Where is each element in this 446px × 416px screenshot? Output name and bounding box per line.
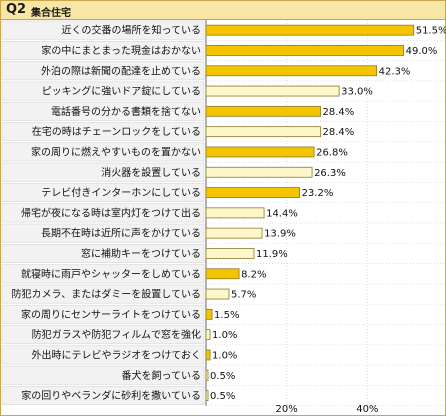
bar (205, 329, 211, 341)
label-cell-bg (1, 122, 205, 142)
label-cell-bg (1, 365, 205, 385)
data-label: 28.4% (323, 127, 355, 138)
category-label: テレビ付きインターホンにしている (41, 186, 201, 199)
label-cell-bg (1, 61, 205, 81)
label-cell-bg (1, 40, 205, 60)
label-cell-bg (1, 142, 205, 162)
bar (205, 369, 209, 381)
data-label: 8.2% (241, 269, 266, 280)
data-label: 1.5% (214, 310, 239, 321)
data-label: 5.7% (231, 290, 256, 301)
bar (205, 166, 313, 178)
category-label: 消火器を設置している (101, 166, 201, 179)
bar (205, 268, 240, 280)
category-label: 家の中にまとまった現金はおかない (41, 44, 201, 57)
data-label: 14.4% (266, 208, 298, 219)
label-cell-bg (1, 325, 205, 345)
label-cell-bg (1, 162, 205, 182)
label-cell-bg (1, 101, 205, 121)
label-cell-bg (1, 183, 205, 202)
category-label: 番犬を飼っている (122, 369, 202, 382)
data-label: 1.0% (212, 350, 237, 361)
bar (205, 65, 378, 77)
bar (205, 248, 255, 259)
x-tick-label: 40% (356, 404, 378, 415)
label-cell-bg (1, 20, 205, 40)
category-label: 電話番号の分かる書類を捨てない (51, 105, 201, 118)
bar (205, 126, 321, 138)
category-label: ピッキングに強いドア錠にしている (42, 85, 201, 98)
label-cell-bg (1, 81, 205, 101)
category-label: 防犯ガラスや防犯フィルムで窓を強化 (32, 328, 201, 341)
category-label: 家の周りに燃えやすいものを置かない (31, 145, 201, 158)
chart-header: Q2 集合住宅 (1, 1, 445, 20)
category-label: 家の周りにセンサーライトをつけている (21, 308, 201, 321)
bar (205, 187, 300, 198)
label-cell-bg (1, 386, 205, 405)
category-label: 帰宅が夜になる時は室内灯をつけて出る (21, 206, 201, 219)
bar (205, 390, 209, 401)
label-cell-bg (1, 223, 205, 243)
category-label: 在宅の時はチェーンロックをしている (32, 125, 201, 138)
category-label: 防犯カメラ、またはダミーを設置している (12, 288, 202, 301)
category-label: 外出時にテレビやラジオをつけておく (32, 348, 202, 361)
data-label: 23.2% (302, 188, 334, 199)
label-cell-bg (1, 244, 205, 263)
data-label: 33.0% (341, 87, 373, 98)
bar (205, 105, 321, 117)
data-label: 49.0% (406, 46, 438, 57)
bar (205, 207, 265, 219)
data-label: 0.5% (210, 371, 235, 382)
data-label: 42.3% (379, 66, 411, 77)
data-label: 11.9% (256, 249, 288, 260)
bar (205, 308, 213, 320)
label-cell-bg (1, 264, 205, 284)
data-label: 26.3% (314, 168, 346, 179)
bar (205, 24, 415, 36)
category-label: 就寝時に雨戸やシャッターをしめている (21, 267, 201, 280)
label-cell-bg (1, 304, 205, 324)
x-tick-label: 20% (276, 404, 298, 415)
label-cell-bg (1, 345, 205, 365)
category-label: 家の回りやベランダに砂利を撒いている (21, 389, 201, 402)
data-label: 1.0% (212, 330, 237, 341)
data-label: 13.9% (264, 229, 296, 240)
category-label: 近くの交番の場所を知っている (62, 24, 202, 37)
chart-title: 集合住宅 (31, 8, 71, 19)
bar (205, 288, 230, 300)
data-label: 51.5% (416, 26, 446, 37)
bar (205, 85, 340, 97)
question-number: Q2 (6, 2, 27, 17)
bar (205, 227, 263, 239)
label-cell-bg (1, 284, 205, 304)
bar (205, 45, 405, 56)
category-label: 外泊の際は新聞の配達を止めている (41, 64, 201, 77)
data-label: 0.5% (210, 391, 235, 402)
label-cell-bg (1, 203, 205, 223)
bar (205, 146, 315, 158)
data-label: 28.4% (323, 107, 355, 118)
data-label: 26.8% (316, 147, 348, 158)
category-label: 長期不在時は近所に声をかけている (41, 227, 201, 240)
bar (205, 349, 211, 361)
category-label: 窓に補助キーをつけている (81, 247, 201, 260)
